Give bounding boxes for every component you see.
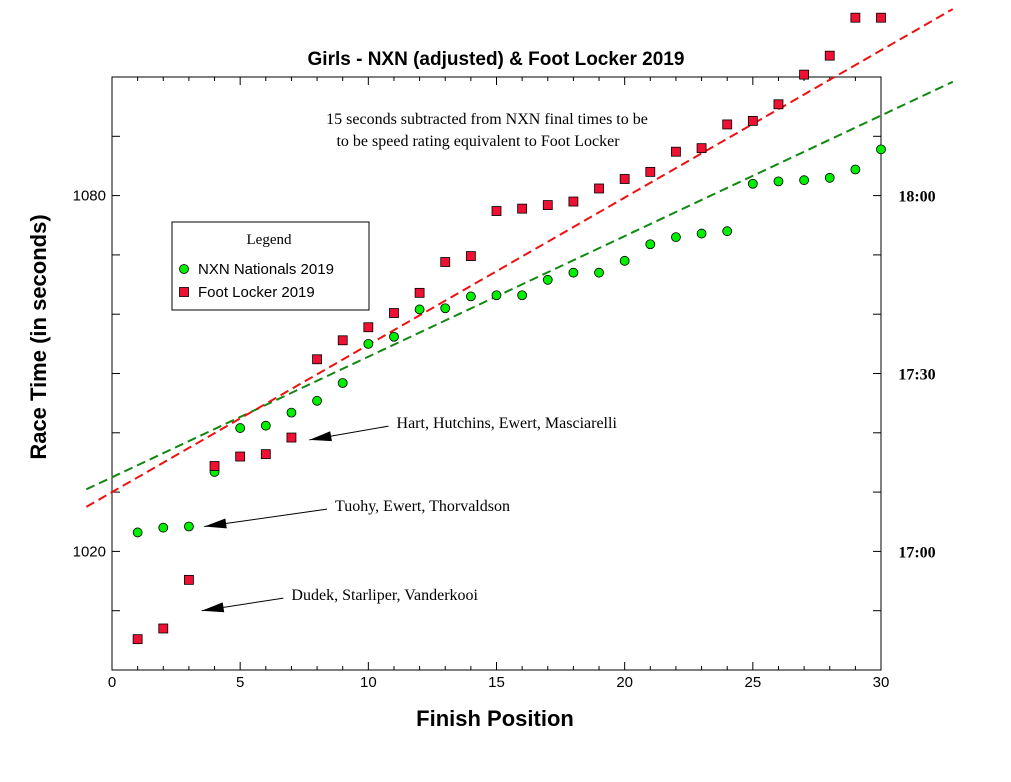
data-point-footlocker	[440, 257, 451, 267]
data-point-footlocker	[568, 196, 579, 207]
data-point-nxn	[440, 303, 451, 314]
legend: Legend NXN Nationals 2019 Foot Locker 20…	[171, 221, 370, 311]
legend-label-footlocker: Foot Locker 2019	[198, 284, 315, 301]
y-tick-label-right: 17:00	[898, 544, 935, 561]
x-axis-title: Finish Position	[416, 706, 574, 731]
legend-title: Legend	[247, 232, 292, 248]
data-point-nxn	[235, 423, 246, 433]
annotation-arrow-head	[201, 602, 225, 613]
data-point-footlocker	[645, 166, 656, 177]
data-point-footlocker	[671, 146, 681, 157]
data-point-footlocker	[286, 432, 297, 443]
data-point-nxn	[619, 255, 630, 266]
data-point-nxn	[671, 232, 681, 243]
annotation-label: Hart, Hutchins, Ewert, Masciarelli	[397, 415, 618, 432]
data-point-nxn	[363, 338, 374, 349]
data-point-nxn	[465, 291, 476, 302]
trend-lines	[85, 8, 954, 508]
data-point-footlocker	[337, 335, 348, 346]
data-point-nxn	[850, 164, 861, 175]
x-tick-label: 25	[744, 674, 761, 691]
data-point-nxn	[594, 267, 604, 278]
x-tick-label: 5	[236, 674, 244, 691]
data-point-nxn	[722, 226, 733, 237]
y-tick-label-right: 17:30	[898, 367, 935, 384]
data-point-footlocker	[235, 451, 246, 462]
data-point-footlocker	[542, 200, 553, 210]
data-point-nxn	[876, 144, 886, 155]
data-point-footlocker	[260, 449, 271, 460]
data-point-nxn	[747, 178, 758, 189]
data-points	[132, 12, 886, 645]
data-point-footlocker	[389, 308, 399, 318]
note-line-2: to be speed rating equivalent to Foot Lo…	[336, 133, 620, 150]
x-tick-label: 15	[488, 674, 505, 691]
data-point-nxn	[158, 522, 169, 533]
data-point-footlocker	[799, 69, 809, 80]
data-point-nxn	[568, 267, 579, 278]
data-point-footlocker	[158, 623, 169, 634]
data-point-footlocker	[619, 174, 630, 184]
data-point-nxn	[183, 521, 194, 532]
data-point-nxn	[645, 239, 656, 250]
data-point-footlocker	[517, 203, 528, 214]
data-point-nxn	[824, 172, 835, 183]
data-point-nxn	[542, 274, 553, 285]
annotations: Hart, Hutchins, Ewert, Masciarelli Tuohy,…	[201, 415, 618, 613]
annotation-label: Dudek, Starliper, Vanderkooi	[291, 587, 478, 604]
data-point-nxn	[696, 228, 707, 239]
data-point-footlocker	[722, 119, 733, 130]
legend-marker-footlocker	[179, 287, 189, 297]
data-point-footlocker	[773, 99, 784, 110]
data-point-footlocker	[876, 12, 886, 23]
y-tick-label-left: 1020	[73, 543, 106, 560]
data-point-nxn	[517, 290, 528, 301]
data-point-nxn	[312, 395, 322, 406]
data-point-footlocker	[183, 574, 194, 585]
y-axis-title: Race Time (in seconds)	[26, 214, 51, 459]
data-point-footlocker	[465, 251, 476, 261]
data-point-footlocker	[414, 287, 425, 298]
data-point-nxn	[773, 176, 784, 187]
data-point-nxn	[286, 407, 297, 418]
note-line-1: 15 seconds subtracted from NXN final tim…	[326, 111, 648, 128]
data-point-nxn	[260, 420, 271, 431]
data-point-footlocker	[594, 183, 604, 194]
trend-line	[85, 80, 954, 491]
y-tick-label-right: 18:00	[898, 189, 935, 206]
x-tick-label: 10	[360, 674, 377, 691]
y-tick-label-left: 1080	[73, 188, 106, 205]
axis-ticks: 0 5 10 15 20 25 30 1020 1080 17:00 17:30 18:00	[73, 76, 936, 691]
data-point-footlocker	[209, 461, 220, 471]
x-tick-label: 0	[108, 674, 116, 691]
data-point-nxn	[491, 290, 502, 301]
annotation-arrow-head	[204, 518, 227, 529]
x-tick-label: 30	[873, 674, 890, 691]
trend-line	[85, 8, 954, 508]
data-point-footlocker	[312, 354, 322, 365]
legend-marker-nxn	[179, 264, 189, 274]
data-point-nxn	[389, 331, 399, 342]
data-point-footlocker	[696, 143, 707, 154]
data-point-nxn	[799, 175, 809, 186]
data-point-footlocker	[363, 322, 374, 333]
data-point-nxn	[337, 378, 348, 388]
data-point-nxn	[414, 304, 425, 315]
data-point-footlocker	[747, 115, 758, 126]
annotation-label: Tuohy, Ewert, Thorvaldson	[335, 498, 510, 515]
data-point-footlocker	[132, 634, 143, 645]
legend-box	[171, 221, 370, 311]
data-point-nxn	[132, 527, 143, 538]
data-point-footlocker	[850, 12, 861, 23]
data-point-footlocker	[824, 50, 835, 61]
x-tick-label: 20	[616, 674, 633, 691]
data-point-footlocker	[491, 206, 502, 216]
annotation-arrow-head	[309, 431, 332, 442]
legend-label-nxn: NXN Nationals 2019	[198, 261, 334, 278]
chart-title: Girls - NXN (adjusted) & Foot Locker 201…	[308, 49, 685, 70]
